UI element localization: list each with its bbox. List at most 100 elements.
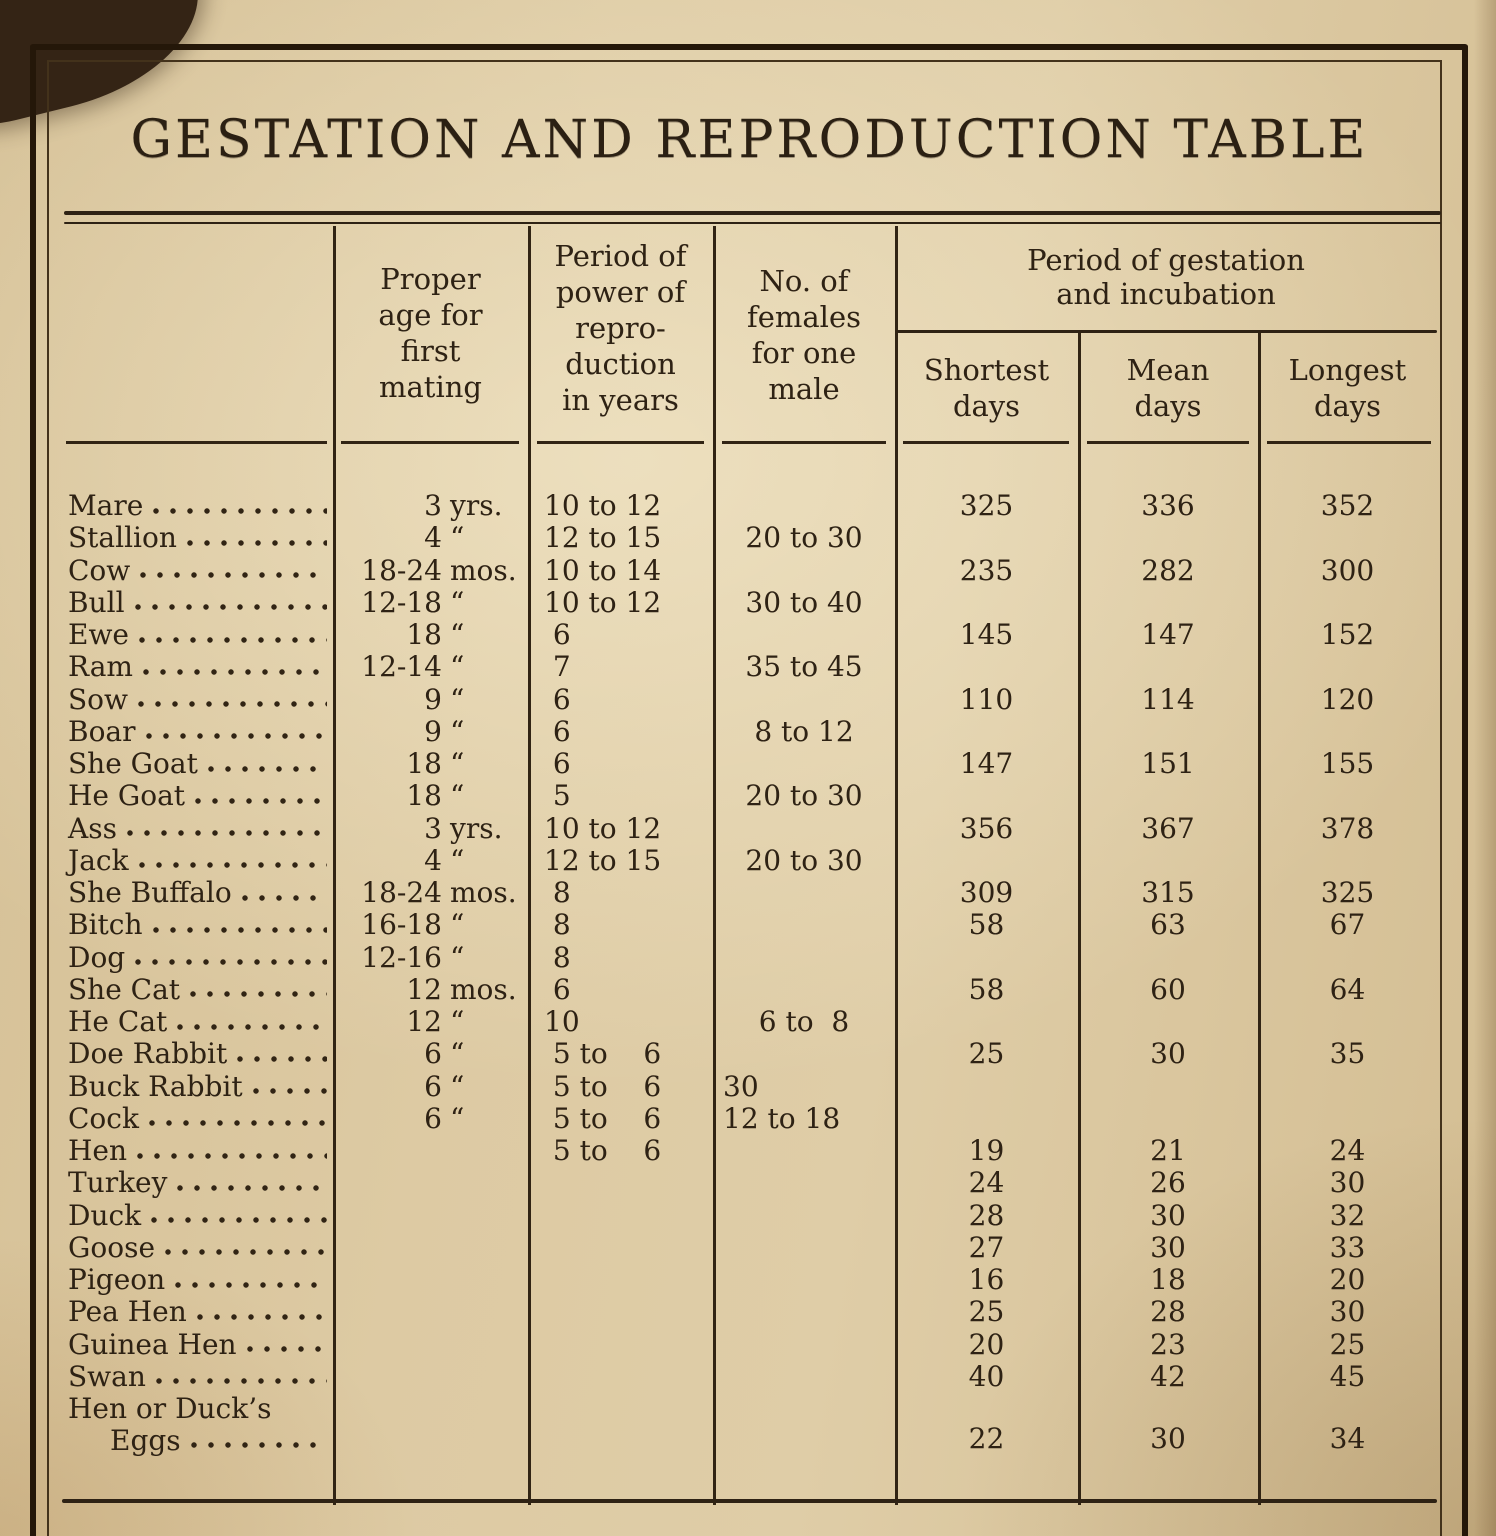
reproduction-years-cell: 12 to 15 xyxy=(544,521,662,555)
dot-leader xyxy=(165,1247,327,1258)
animal-name: Turkey xyxy=(68,1166,168,1200)
age-value: 4 xyxy=(424,843,442,877)
age-value: 4 xyxy=(424,521,442,555)
animal-name: Jack xyxy=(68,843,129,877)
first-mating-age-cell: 9 “ xyxy=(333,715,528,748)
shortest-days-cell: 147 xyxy=(959,747,1014,780)
first-mating-age-cell: 18-24 mos. xyxy=(333,876,528,909)
gestation-group-rule xyxy=(897,330,1437,333)
females-per-male-cell xyxy=(713,1037,895,1070)
animal-name: Boar xyxy=(68,714,136,748)
mean-days-cell: 30 xyxy=(1150,1230,1186,1264)
shortest-days-cell: 58 xyxy=(968,972,1005,1006)
longest-days-cell: 30 xyxy=(1329,1295,1366,1329)
animal-name: Ram xyxy=(68,650,133,684)
mean-days-cell: 63 xyxy=(1150,908,1186,942)
animal-name: Ewe xyxy=(68,618,129,651)
mean-days-cell: 367 xyxy=(1141,811,1195,845)
age-unit: “ xyxy=(450,521,465,555)
females-per-male-cell: 35 to 45 xyxy=(745,650,863,684)
animal-name: Ass xyxy=(68,811,117,845)
animal-name-cell: Sow xyxy=(62,683,333,716)
table-row: She Goat 18 “ 6 147 151 155 xyxy=(62,747,1437,780)
mean-days-cell: 60 xyxy=(1150,972,1186,1006)
animal-name-cell: Dog xyxy=(62,941,333,974)
first-mating-age-cell xyxy=(333,1360,528,1393)
first-mating-age-cell xyxy=(333,1199,528,1232)
animal-name: Dog xyxy=(68,940,126,974)
dot-leader xyxy=(190,989,327,1000)
age-unit: “ xyxy=(450,1005,465,1038)
animal-name-cell: She Buffalo xyxy=(62,876,333,909)
table-row: Guinea Hen 20 23 25 xyxy=(62,1327,1437,1361)
table-row: She Buffalo 18-24 mos. 8 309 315 325 xyxy=(62,876,1437,909)
age-unit: “ xyxy=(450,650,465,684)
table-row: Stallion 4 “ 12 to 15 20 to 30 xyxy=(62,521,1437,555)
header-gestation-group: Period of gestation and incubation xyxy=(1027,243,1305,311)
reproduction-years-cell: 10 to 14 xyxy=(544,553,662,587)
longest-days-cell: 120 xyxy=(1320,682,1375,716)
first-mating-age-cell xyxy=(333,1328,528,1361)
females-per-male-cell xyxy=(713,812,895,845)
animal-name-cell: Ewe xyxy=(62,618,333,651)
mean-days-cell: 28 xyxy=(1150,1295,1186,1329)
shortest-days-cell: 325 xyxy=(959,489,1014,522)
first-mating-age-cell: 12 mos. xyxy=(333,973,528,1006)
animal-name-cell: Mare xyxy=(62,489,333,522)
age-value: 18 xyxy=(406,779,442,813)
longest-days-cell: 25 xyxy=(1329,1327,1366,1361)
reproduction-years-cell: 6 xyxy=(544,682,571,716)
table-row: Duck 28 30 32 xyxy=(62,1198,1437,1232)
first-mating-age-cell: 4 “ xyxy=(333,521,528,554)
age-value: 18 xyxy=(406,618,442,651)
table-row: Cow 18-24 mos. 10 to 14 235 282 300 xyxy=(62,553,1437,587)
reproduction-years-cell: 6 xyxy=(544,747,571,780)
animal-name-line1: Hen or Duck’s xyxy=(68,1392,333,1425)
dot-leader xyxy=(137,1150,327,1161)
females-per-male-cell xyxy=(713,1166,895,1199)
title-rule-thin xyxy=(64,222,1441,224)
longest-days-cell xyxy=(1258,650,1437,683)
column-divider-repro-females xyxy=(713,226,716,1505)
shortest-days-cell xyxy=(895,779,1078,812)
animal-name-cell: Ram xyxy=(62,650,333,683)
table-row: Cock 6 “ 5 to 6 12 to 18 xyxy=(62,1102,1437,1135)
shortest-days-cell: 145 xyxy=(959,618,1014,651)
mean-days-cell xyxy=(1078,521,1258,554)
reproduction-years-cell: 10 xyxy=(544,1005,580,1038)
longest-days-cell: 32 xyxy=(1329,1198,1366,1232)
shortest-days-cell: 22 xyxy=(968,1421,1005,1455)
header-underline-shortest xyxy=(903,441,1069,444)
females-per-male-cell xyxy=(713,1392,895,1457)
females-per-male-cell xyxy=(713,489,895,522)
table-row: Boar 9 “ 6 8 to 12 xyxy=(62,714,1437,748)
longest-days-cell: 325 xyxy=(1320,876,1375,909)
females-per-male-cell: 30 to 40 xyxy=(745,585,863,619)
mean-days-cell: 30 xyxy=(1150,1198,1186,1232)
longest-days-cell: 352 xyxy=(1320,489,1375,522)
title-rule-thick xyxy=(64,211,1441,215)
dot-leader xyxy=(126,828,327,838)
table-row: Ass 3 yrs. 10 to 12 356 367 378 xyxy=(62,811,1437,845)
females-per-male-cell xyxy=(713,554,895,587)
age-value: 9 xyxy=(424,714,442,748)
mean-days-cell: 30 xyxy=(1150,1421,1186,1455)
dot-leader xyxy=(190,1440,327,1451)
table-row: Jack 4 “ 12 to 15 20 to 30 xyxy=(62,843,1437,877)
shortest-days-cell: 235 xyxy=(959,553,1014,587)
first-mating-age-cell xyxy=(333,1231,528,1264)
females-per-male-cell xyxy=(713,941,895,974)
mean-days-cell: 18 xyxy=(1150,1263,1186,1296)
shortest-days-cell: 20 xyxy=(968,1327,1005,1361)
longest-days-cell xyxy=(1258,1070,1437,1103)
animal-name: He Goat xyxy=(68,779,186,813)
longest-days-cell: 152 xyxy=(1320,618,1375,651)
shortest-days-cell xyxy=(895,941,1078,974)
table-row: Turkey 24 26 30 xyxy=(62,1166,1437,1200)
animal-name-cell: Swan xyxy=(62,1360,333,1393)
animal-name: Duck xyxy=(68,1198,142,1232)
mean-days-cell: 21 xyxy=(1150,1134,1186,1167)
first-mating-age-cell xyxy=(333,1263,528,1296)
age-value: 18-24 xyxy=(361,553,442,587)
longest-days-cell: 155 xyxy=(1320,747,1375,780)
